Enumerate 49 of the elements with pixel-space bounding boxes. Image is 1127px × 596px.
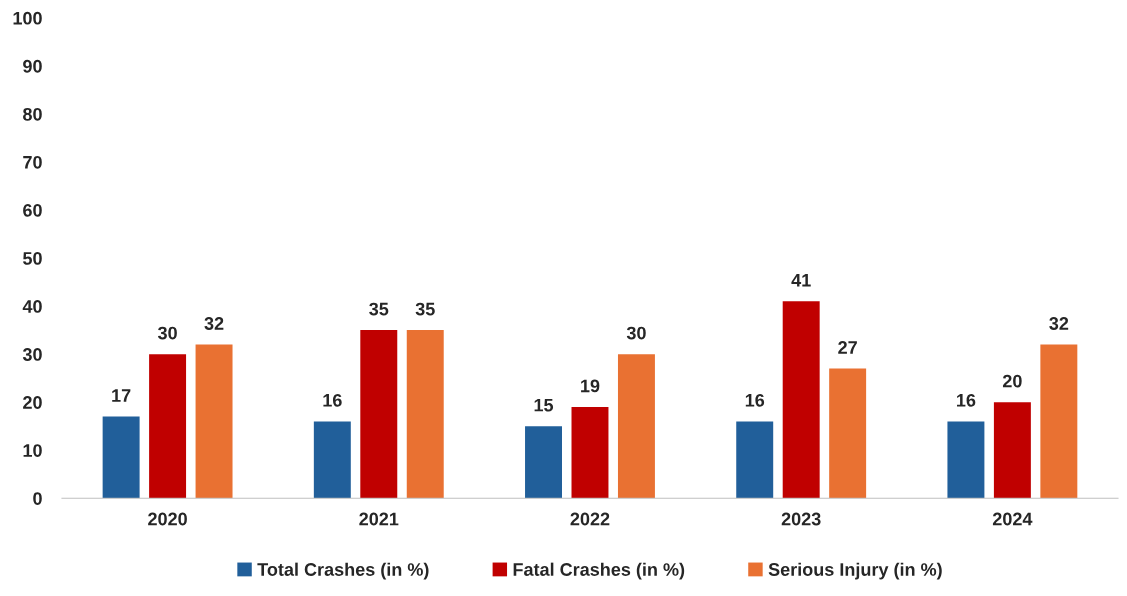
bar bbox=[406, 330, 444, 499]
bar bbox=[571, 406, 609, 499]
data-label: 35 bbox=[415, 302, 435, 316]
x-tick-label: 2024 bbox=[992, 512, 1033, 526]
y-tick-label: 20 bbox=[23, 396, 42, 409]
data-label: 30 bbox=[626, 326, 646, 340]
y-tick-label: 80 bbox=[23, 107, 42, 121]
data-label: 20 bbox=[1002, 374, 1022, 388]
y-tick-label: 30 bbox=[22, 348, 42, 361]
y-tick-label: 0 bbox=[33, 492, 42, 505]
y-tick-label: 60 bbox=[23, 203, 42, 217]
bar bbox=[149, 354, 187, 499]
data-label: 19 bbox=[581, 379, 600, 393]
y-tick-label: 10 bbox=[23, 444, 42, 457]
data-label: 27 bbox=[838, 341, 857, 354]
bar bbox=[829, 368, 867, 499]
legend-label: Fatal Crashes (in %) bbox=[513, 562, 685, 580]
y-tick-label: 40 bbox=[22, 300, 42, 313]
data-label: 16 bbox=[745, 393, 765, 407]
data-label: 16 bbox=[957, 393, 976, 407]
bar bbox=[993, 402, 1031, 499]
x-tick-label: 2021 bbox=[359, 512, 399, 526]
data-label: 16 bbox=[323, 393, 342, 407]
x-tick-label: 2022 bbox=[570, 512, 610, 526]
bar bbox=[947, 421, 985, 499]
bar bbox=[782, 301, 820, 499]
y-tick-label: 50 bbox=[23, 252, 42, 265]
data-label: 17 bbox=[112, 389, 131, 402]
y-tick-label: 70 bbox=[23, 155, 42, 169]
legend-label: Total Crashes (in %) bbox=[257, 562, 429, 580]
data-label: 41 bbox=[791, 274, 811, 287]
bar bbox=[1040, 344, 1078, 499]
bar bbox=[617, 354, 655, 499]
bar bbox=[360, 330, 398, 499]
data-label: 32 bbox=[1049, 317, 1069, 330]
bar bbox=[736, 421, 774, 499]
y-tick-label: 100 bbox=[13, 11, 42, 25]
bar bbox=[525, 426, 562, 499]
x-tick-label: 2020 bbox=[148, 512, 187, 526]
data-label: 32 bbox=[204, 317, 224, 330]
bar bbox=[102, 416, 140, 499]
data-label: 15 bbox=[534, 398, 554, 412]
bar bbox=[195, 344, 233, 499]
x-tick-label: 2023 bbox=[781, 512, 821, 526]
data-label: 30 bbox=[157, 326, 177, 340]
legend-label: Serious Injury (in %) bbox=[768, 562, 942, 580]
data-label: 35 bbox=[369, 302, 389, 316]
bar bbox=[313, 421, 351, 499]
y-tick-label: 90 bbox=[23, 59, 42, 73]
